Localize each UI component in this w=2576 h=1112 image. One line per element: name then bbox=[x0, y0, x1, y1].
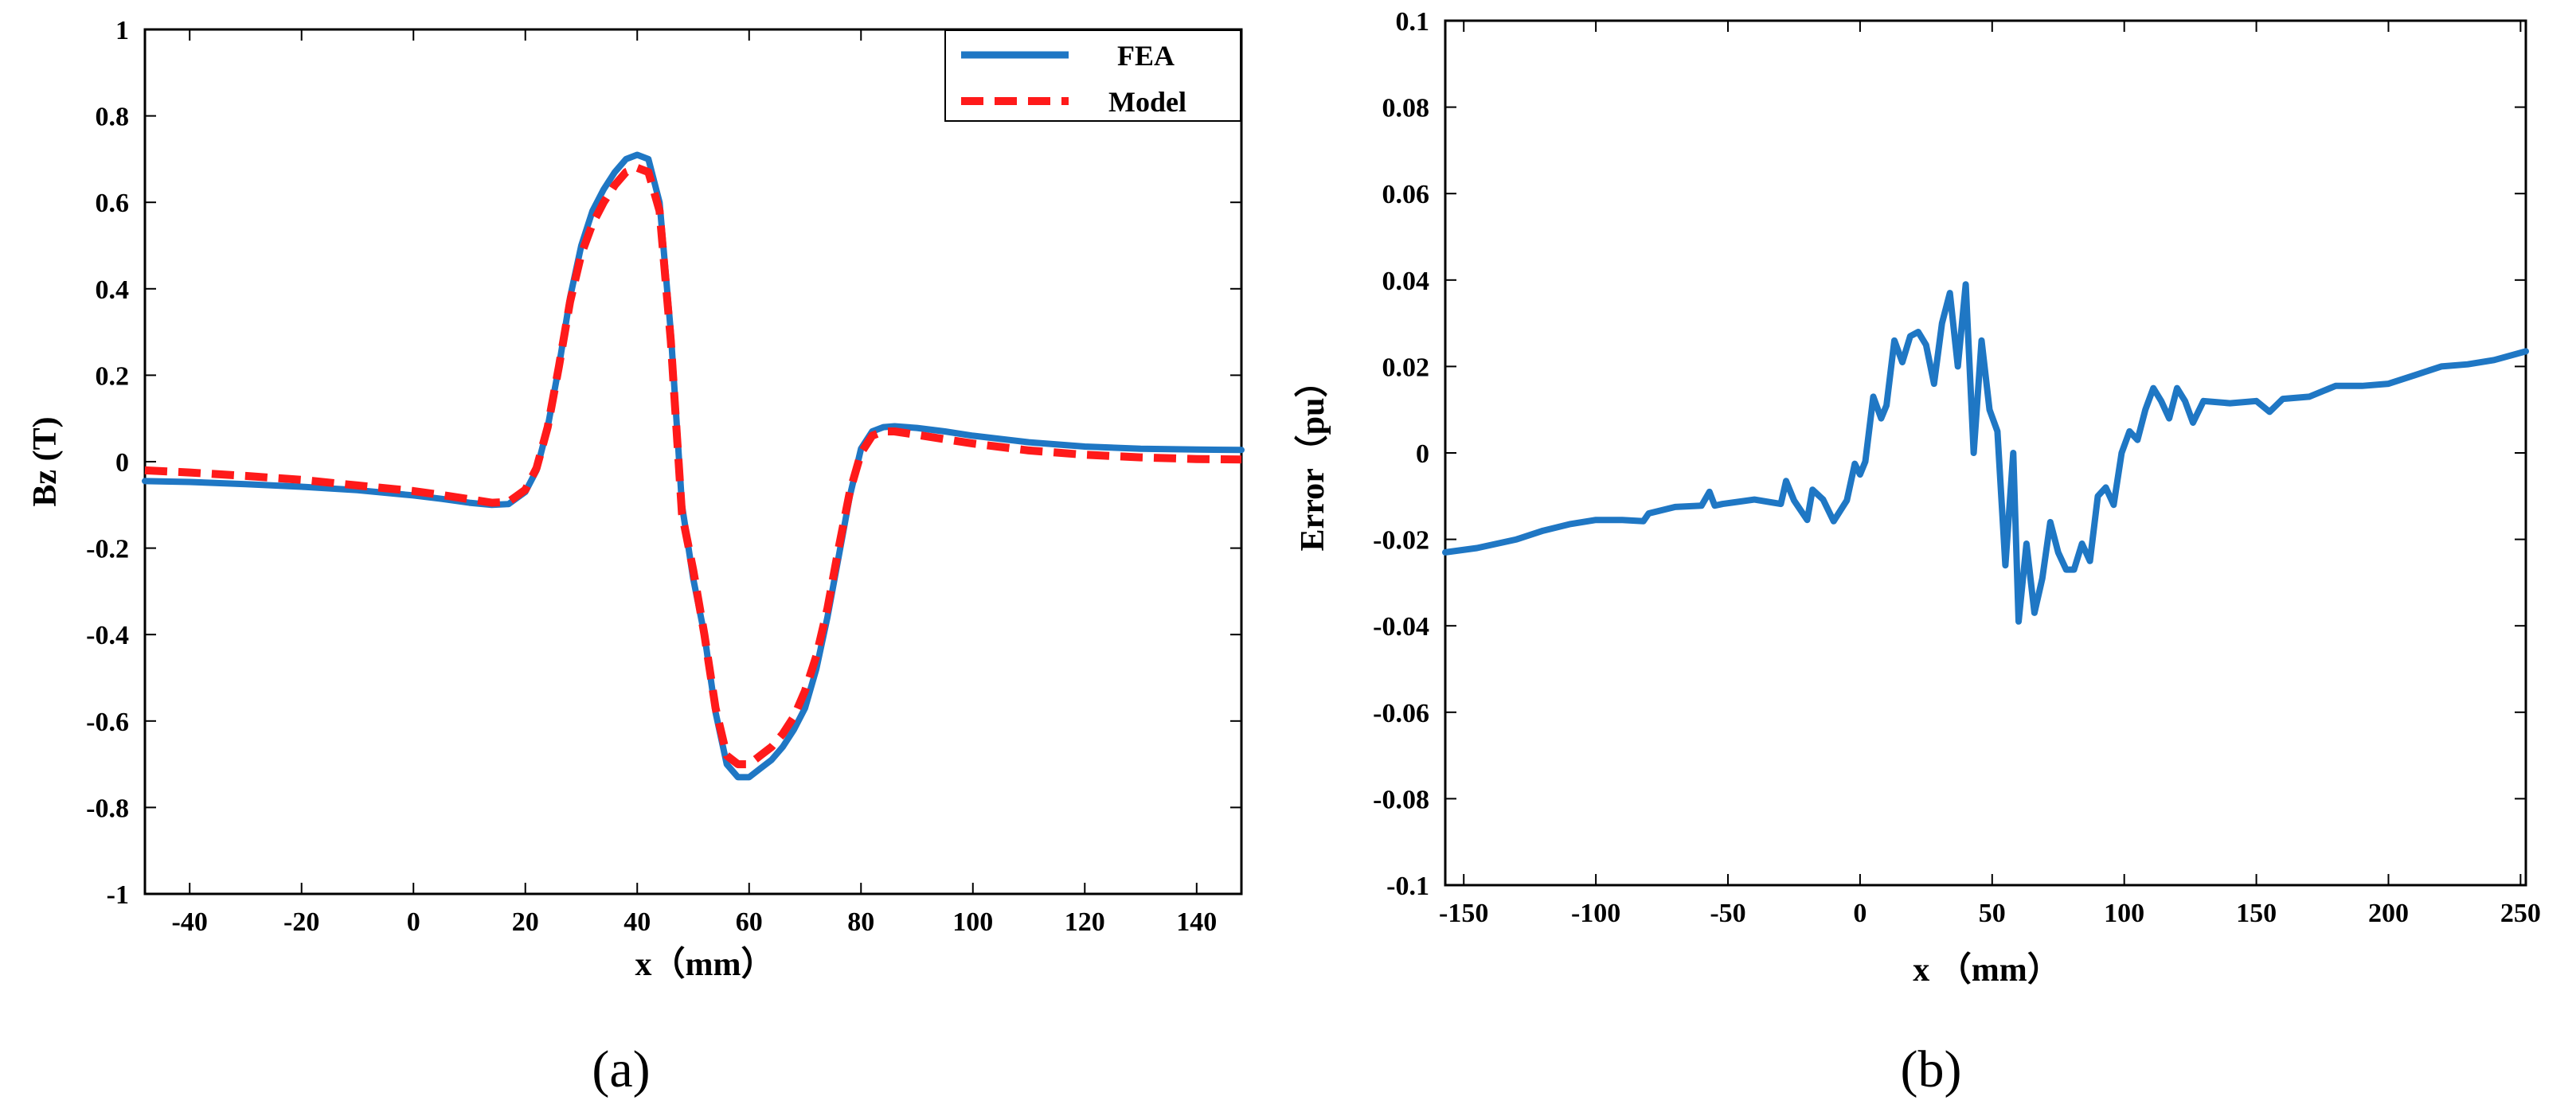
y-tick-label-b-9: 0.08 bbox=[1382, 94, 1430, 123]
ticks-a: -40 -20 0 20 40 60 80 100 120 140 -1 -0.8 -0.6 -0.4 -0… bbox=[86, 16, 1241, 937]
y-tick-label-a-9: 0.8 bbox=[96, 103, 130, 132]
y-tick-label-b-1: -0.08 bbox=[1373, 785, 1429, 814]
chart-panel-a: -40 -20 0 20 40 60 80 100 120 140 -1 -0.8 -0.6 -0.4 -0… bbox=[27, 16, 1245, 1098]
y-tick-label-a-1: -0.8 bbox=[86, 794, 129, 823]
y-tick-label-a-5: 0 bbox=[115, 448, 129, 478]
x-tick-label-b-0: -150 bbox=[1439, 899, 1488, 928]
y-tick-label-b-7: 0.04 bbox=[1382, 267, 1430, 296]
y-tick-label-a-8: 0.6 bbox=[96, 189, 130, 218]
x-tick-label-a-0: -40 bbox=[172, 907, 208, 937]
legend-box bbox=[944, 29, 1241, 122]
x-tick-label-b-7: 200 bbox=[2368, 899, 2409, 928]
x-tick-label-a-8: 120 bbox=[1065, 907, 1105, 937]
x-tick-label-a-3: 20 bbox=[512, 907, 539, 937]
legend-label-fea: FEA bbox=[1117, 40, 1175, 72]
x-tick-label-b-4: 50 bbox=[1979, 899, 2006, 928]
chart-panel-b: -150 -100 -50 0 50 100 150 200 250 -0.1 -0.08 -0.06… bbox=[1294, 7, 2541, 1098]
y-tick-label-b-4: -0.02 bbox=[1373, 526, 1429, 556]
y-tick-label-b-3: -0.04 bbox=[1373, 612, 1429, 642]
y-tick-label-a-7: 0.4 bbox=[96, 275, 130, 305]
x-tick-label-a-5: 60 bbox=[736, 907, 763, 937]
y-tick-label-a-3: -0.4 bbox=[86, 621, 129, 650]
y-tick-label-b-0: -0.1 bbox=[1386, 872, 1429, 901]
plot-frame-a bbox=[143, 28, 1243, 895]
y-tick-label-b-5: 0 bbox=[1416, 439, 1429, 469]
x-tick-label-b-5: 100 bbox=[2104, 899, 2144, 928]
lines-a bbox=[142, 151, 1245, 781]
y-tick-label-a-6: 0.2 bbox=[96, 361, 130, 391]
ticks-b: -150 -100 -50 0 50 100 150 200 250 -0.1 -0.08 -0.06… bbox=[1373, 7, 2541, 928]
x-tick-label-a-1: -20 bbox=[283, 907, 319, 937]
x-tick-label-a-7: 100 bbox=[952, 907, 993, 937]
x-tick-label-b-1: -100 bbox=[1571, 899, 1620, 928]
x-tick-label-a-2: 0 bbox=[407, 907, 420, 937]
series-line-a-model bbox=[144, 163, 1242, 769]
y-axis-title-b: Error（pu） bbox=[1294, 365, 1331, 552]
y-tick-label-b-8: 0.06 bbox=[1382, 180, 1430, 209]
x-tick-label-b-2: -50 bbox=[1710, 899, 1745, 928]
x-tick-label-b-6: 150 bbox=[2236, 899, 2277, 928]
legend-label-model: Model bbox=[1108, 86, 1186, 118]
series-line-b-error bbox=[1442, 281, 2529, 625]
x-tick-label-a-4: 40 bbox=[623, 907, 651, 937]
x-tick-label-b-3: 0 bbox=[1853, 899, 1867, 928]
x-tick-label-a-9: 140 bbox=[1176, 907, 1217, 937]
legend: FEA Model bbox=[944, 29, 1241, 122]
x-tick-label-a-6: 80 bbox=[847, 907, 874, 937]
y-tick-label-b-10: 0.1 bbox=[1396, 7, 1430, 37]
plot-frame-b bbox=[1444, 19, 2527, 887]
y-tick-label-a-4: -0.2 bbox=[86, 535, 129, 564]
y-axis-title-a: Bz (T) bbox=[27, 416, 64, 506]
x-axis-title-a: x（mm） bbox=[635, 946, 775, 983]
lines-b bbox=[1442, 281, 2529, 625]
y-tick-label-a-10: 1 bbox=[115, 16, 129, 45]
x-tick-label-b-8: 250 bbox=[2500, 899, 2541, 928]
y-tick-label-a-0: -1 bbox=[107, 880, 129, 910]
y-tick-label-a-2: -0.6 bbox=[86, 708, 129, 737]
y-tick-label-b-6: 0.02 bbox=[1382, 353, 1430, 382]
panel-label-b: (b) bbox=[1901, 1040, 1962, 1098]
x-axis-title-b: x （mm） bbox=[1913, 951, 2060, 989]
y-tick-label-b-2: -0.06 bbox=[1373, 699, 1429, 728]
panel-label-a: (a) bbox=[592, 1040, 650, 1098]
